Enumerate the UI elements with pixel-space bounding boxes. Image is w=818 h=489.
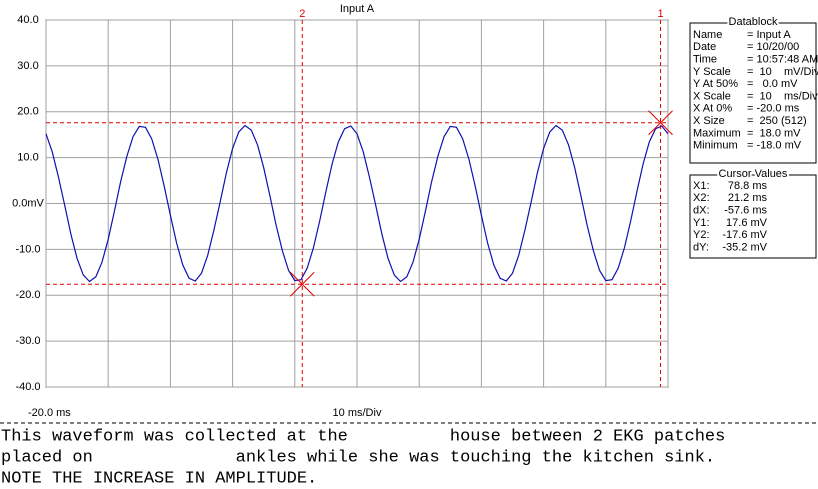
cursor-key: dY: [693, 241, 709, 253]
datablock-key: Y At 50% [693, 78, 738, 90]
y-tick-label: 20.0 [17, 106, 38, 118]
cursor-value: 17.6 mV [726, 217, 768, 229]
y-tick-label: -40.0 [15, 381, 40, 393]
cursor-marker [648, 110, 673, 136]
datablock-key: Minimum [693, 140, 738, 152]
datablock-key: Maximum [693, 127, 741, 139]
datablock-box [689, 22, 817, 164]
cursor-marker [289, 271, 315, 297]
datablock-value: = -20.0 ms [747, 103, 800, 115]
chart-title: Input A [340, 3, 375, 15]
datablock-value: = 18.0 mV [747, 127, 801, 139]
datablock-key: Y Scale [693, 66, 731, 78]
waveform [45, 124, 669, 283]
x-scale-label: 10 ms/Div [333, 407, 382, 419]
cursor-value: -57.6 ms [724, 205, 767, 217]
datablock-key: Date [693, 41, 716, 53]
cursor-key: X2: [693, 192, 710, 204]
y-tick-label: 0.0mV [12, 197, 44, 209]
cursor-key: Y2: [693, 229, 710, 241]
cursor-key: Y1: [693, 217, 710, 229]
cursor-key: dX: [693, 205, 710, 217]
y-tick-label: -10.0 [15, 243, 40, 255]
y-tick-label: 10.0 [17, 152, 38, 164]
y-tick-label: 30.0 [17, 60, 38, 72]
datablock-key: Time [693, 54, 717, 66]
datablock-title: Datablock [729, 16, 778, 28]
cursor-value: -17.6 mV [722, 229, 767, 241]
comment-line: placed on ankles while she was touching … [1, 448, 715, 467]
y-tick-label: -20.0 [15, 289, 40, 301]
comment-line: This waveform was collected at the house… [1, 427, 725, 446]
cursor-value: -35.2 mV [722, 241, 767, 253]
datablock-value: = 10/20/00 [747, 41, 799, 53]
datablock-value: = 0.0 mV [747, 78, 798, 90]
datablock-value: = 10:57:48 AM [747, 54, 818, 66]
datablock-key: X Size [693, 115, 725, 127]
comment-line: NOTE THE INCREASE IN AMPLITUDE. [1, 469, 317, 488]
datablock-key: Name [693, 29, 722, 41]
datablock-key: X Scale [693, 90, 731, 102]
datablock-value: = 10 ms/Div [747, 90, 818, 102]
datablock-value: = Input A [747, 29, 791, 41]
cursor-label: 2 [299, 8, 305, 20]
datablock-value: = 10 mV/Div [747, 66, 818, 78]
datablock-value: = -18.0 mV [747, 140, 802, 152]
datablock-value: = 250 (512) [747, 115, 807, 127]
x-start-label: -20.0 ms [28, 407, 71, 419]
cursor-value: 21.2 ms [728, 192, 768, 204]
cursor-label: 1 [657, 8, 663, 20]
cursor-values-title: Cursor Values [719, 168, 788, 180]
datablock-key: X At 0% [693, 103, 732, 115]
y-tick-label: 40.0 [17, 14, 38, 26]
cursor-box [689, 174, 817, 259]
y-tick-label: -30.0 [15, 335, 40, 347]
cursor-key: X1: [693, 180, 710, 192]
cursor-value: 78.8 ms [728, 180, 768, 192]
